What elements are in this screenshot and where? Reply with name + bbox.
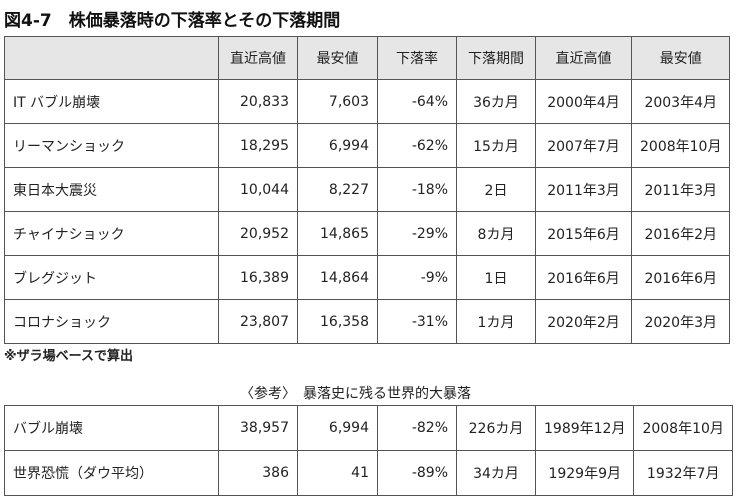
header-decline-rate: 下落率 [377, 36, 457, 80]
reference-table: バブル崩壊 38,957 6,994 -82% 226カ月 1989年12月 2… [4, 405, 733, 496]
recent-high-date: 2015年6月 [535, 211, 632, 256]
event-name: ブレグジット [4, 255, 219, 300]
recent-high-date: 2011年3月 [535, 167, 632, 212]
table-header-row: 直近高値 最安値 下落率 下落期間 直近高値 最安値 [4, 36, 731, 80]
recent-high-date: 1929年9月 [534, 450, 635, 496]
event-name: 世界恐慌（ダウ平均） [4, 450, 219, 496]
recent-high-date: 2016年6月 [535, 255, 632, 300]
event-name: コロナショック [4, 299, 219, 344]
event-name: リーマンショック [4, 123, 219, 168]
decline-rate: -29% [377, 211, 457, 256]
lowest-date: 2008年10月 [630, 123, 731, 168]
decline-period: 15カ月 [456, 123, 536, 168]
event-name: 東日本大震災 [4, 167, 219, 212]
lowest: 41 [297, 450, 378, 496]
decline-rate: -9% [377, 255, 457, 300]
lowest: 6,994 [297, 405, 378, 451]
recent-high-date: 1989年12月 [534, 405, 635, 451]
table-row: チャイナショック 20,952 14,865 -29% 8カ月 2015年6月 … [4, 211, 731, 256]
reference-title: 〈参考〉 暴落史に残る世界的大暴落 [240, 386, 471, 402]
event-name: バブル崩壊 [4, 405, 219, 451]
lowest: 8,227 [297, 167, 378, 212]
decline-period: 34カ月 [456, 450, 536, 496]
lowest-date: 2016年6月 [630, 255, 731, 300]
calculation-note: ※ザラ場ベースで算出 [4, 349, 133, 364]
decline-rate: -62% [377, 123, 457, 168]
lowest-date: 2016年2月 [630, 211, 731, 256]
lowest-date: 2003年4月 [630, 79, 731, 124]
table-row: 世界恐慌（ダウ平均） 386 41 -89% 34カ月 1929年9月 1932… [4, 450, 733, 496]
lowest-date: 1932年7月 [633, 450, 733, 496]
decline-rate: -31% [377, 299, 457, 344]
crash-table: 直近高値 最安値 下落率 下落期間 直近高値 最安値 IT バブル崩壊 20,8… [4, 36, 731, 344]
decline-rate: -18% [377, 167, 457, 212]
lowest-date: 2011年3月 [630, 167, 731, 212]
recent-high: 23,807 [218, 299, 298, 344]
recent-high-date: 2020年2月 [535, 299, 632, 344]
header-corner [4, 36, 219, 80]
decline-period: 2日 [456, 167, 536, 212]
decline-period: 1カ月 [456, 299, 536, 344]
lowest-date: 2008年10月 [633, 405, 733, 451]
decline-period: 36カ月 [456, 79, 536, 124]
header-decline-period: 下落期間 [456, 36, 536, 80]
decline-period: 1日 [456, 255, 536, 300]
header-lowest: 最安値 [297, 36, 378, 80]
decline-rate: -82% [377, 405, 457, 451]
header-lowest-date: 最安値 [630, 36, 731, 80]
recent-high: 10,044 [218, 167, 298, 212]
lowest-date: 2020年3月 [630, 299, 731, 344]
event-name: IT バブル崩壊 [4, 79, 219, 124]
decline-period: 226カ月 [456, 405, 536, 451]
figure-title: 図4-7 株価暴落時の下落率とその下落期間 [4, 11, 341, 31]
lowest: 6,994 [297, 123, 378, 168]
recent-high: 18,295 [218, 123, 298, 168]
recent-high: 20,833 [218, 79, 298, 124]
recent-high: 38,957 [218, 405, 298, 451]
table-row: 東日本大震災 10,044 8,227 -18% 2日 2011年3月 2011… [4, 167, 731, 212]
lowest: 14,865 [297, 211, 378, 256]
recent-high: 16,389 [218, 255, 298, 300]
lowest: 16,358 [297, 299, 378, 344]
recent-high-date: 2000年4月 [535, 79, 632, 124]
decline-rate: -89% [377, 450, 457, 496]
recent-high: 386 [218, 450, 298, 496]
table-row: コロナショック 23,807 16,358 -31% 1カ月 2020年2月 2… [4, 299, 731, 344]
header-recent-high: 直近高値 [218, 36, 298, 80]
table-row: IT バブル崩壊 20,833 7,603 -64% 36カ月 2000年4月 … [4, 79, 731, 124]
table-row: リーマンショック 18,295 6,994 -62% 15カ月 2007年7月 … [4, 123, 731, 168]
table-row: ブレグジット 16,389 14,864 -9% 1日 2016年6月 2016… [4, 255, 731, 300]
table-row: バブル崩壊 38,957 6,994 -82% 226カ月 1989年12月 2… [4, 405, 733, 451]
lowest: 7,603 [297, 79, 378, 124]
lowest: 14,864 [297, 255, 378, 300]
recent-high-date: 2007年7月 [535, 123, 632, 168]
decline-rate: -64% [377, 79, 457, 124]
event-name: チャイナショック [4, 211, 219, 256]
header-recent-high-date: 直近高値 [535, 36, 632, 80]
recent-high: 20,952 [218, 211, 298, 256]
decline-period: 8カ月 [456, 211, 536, 256]
